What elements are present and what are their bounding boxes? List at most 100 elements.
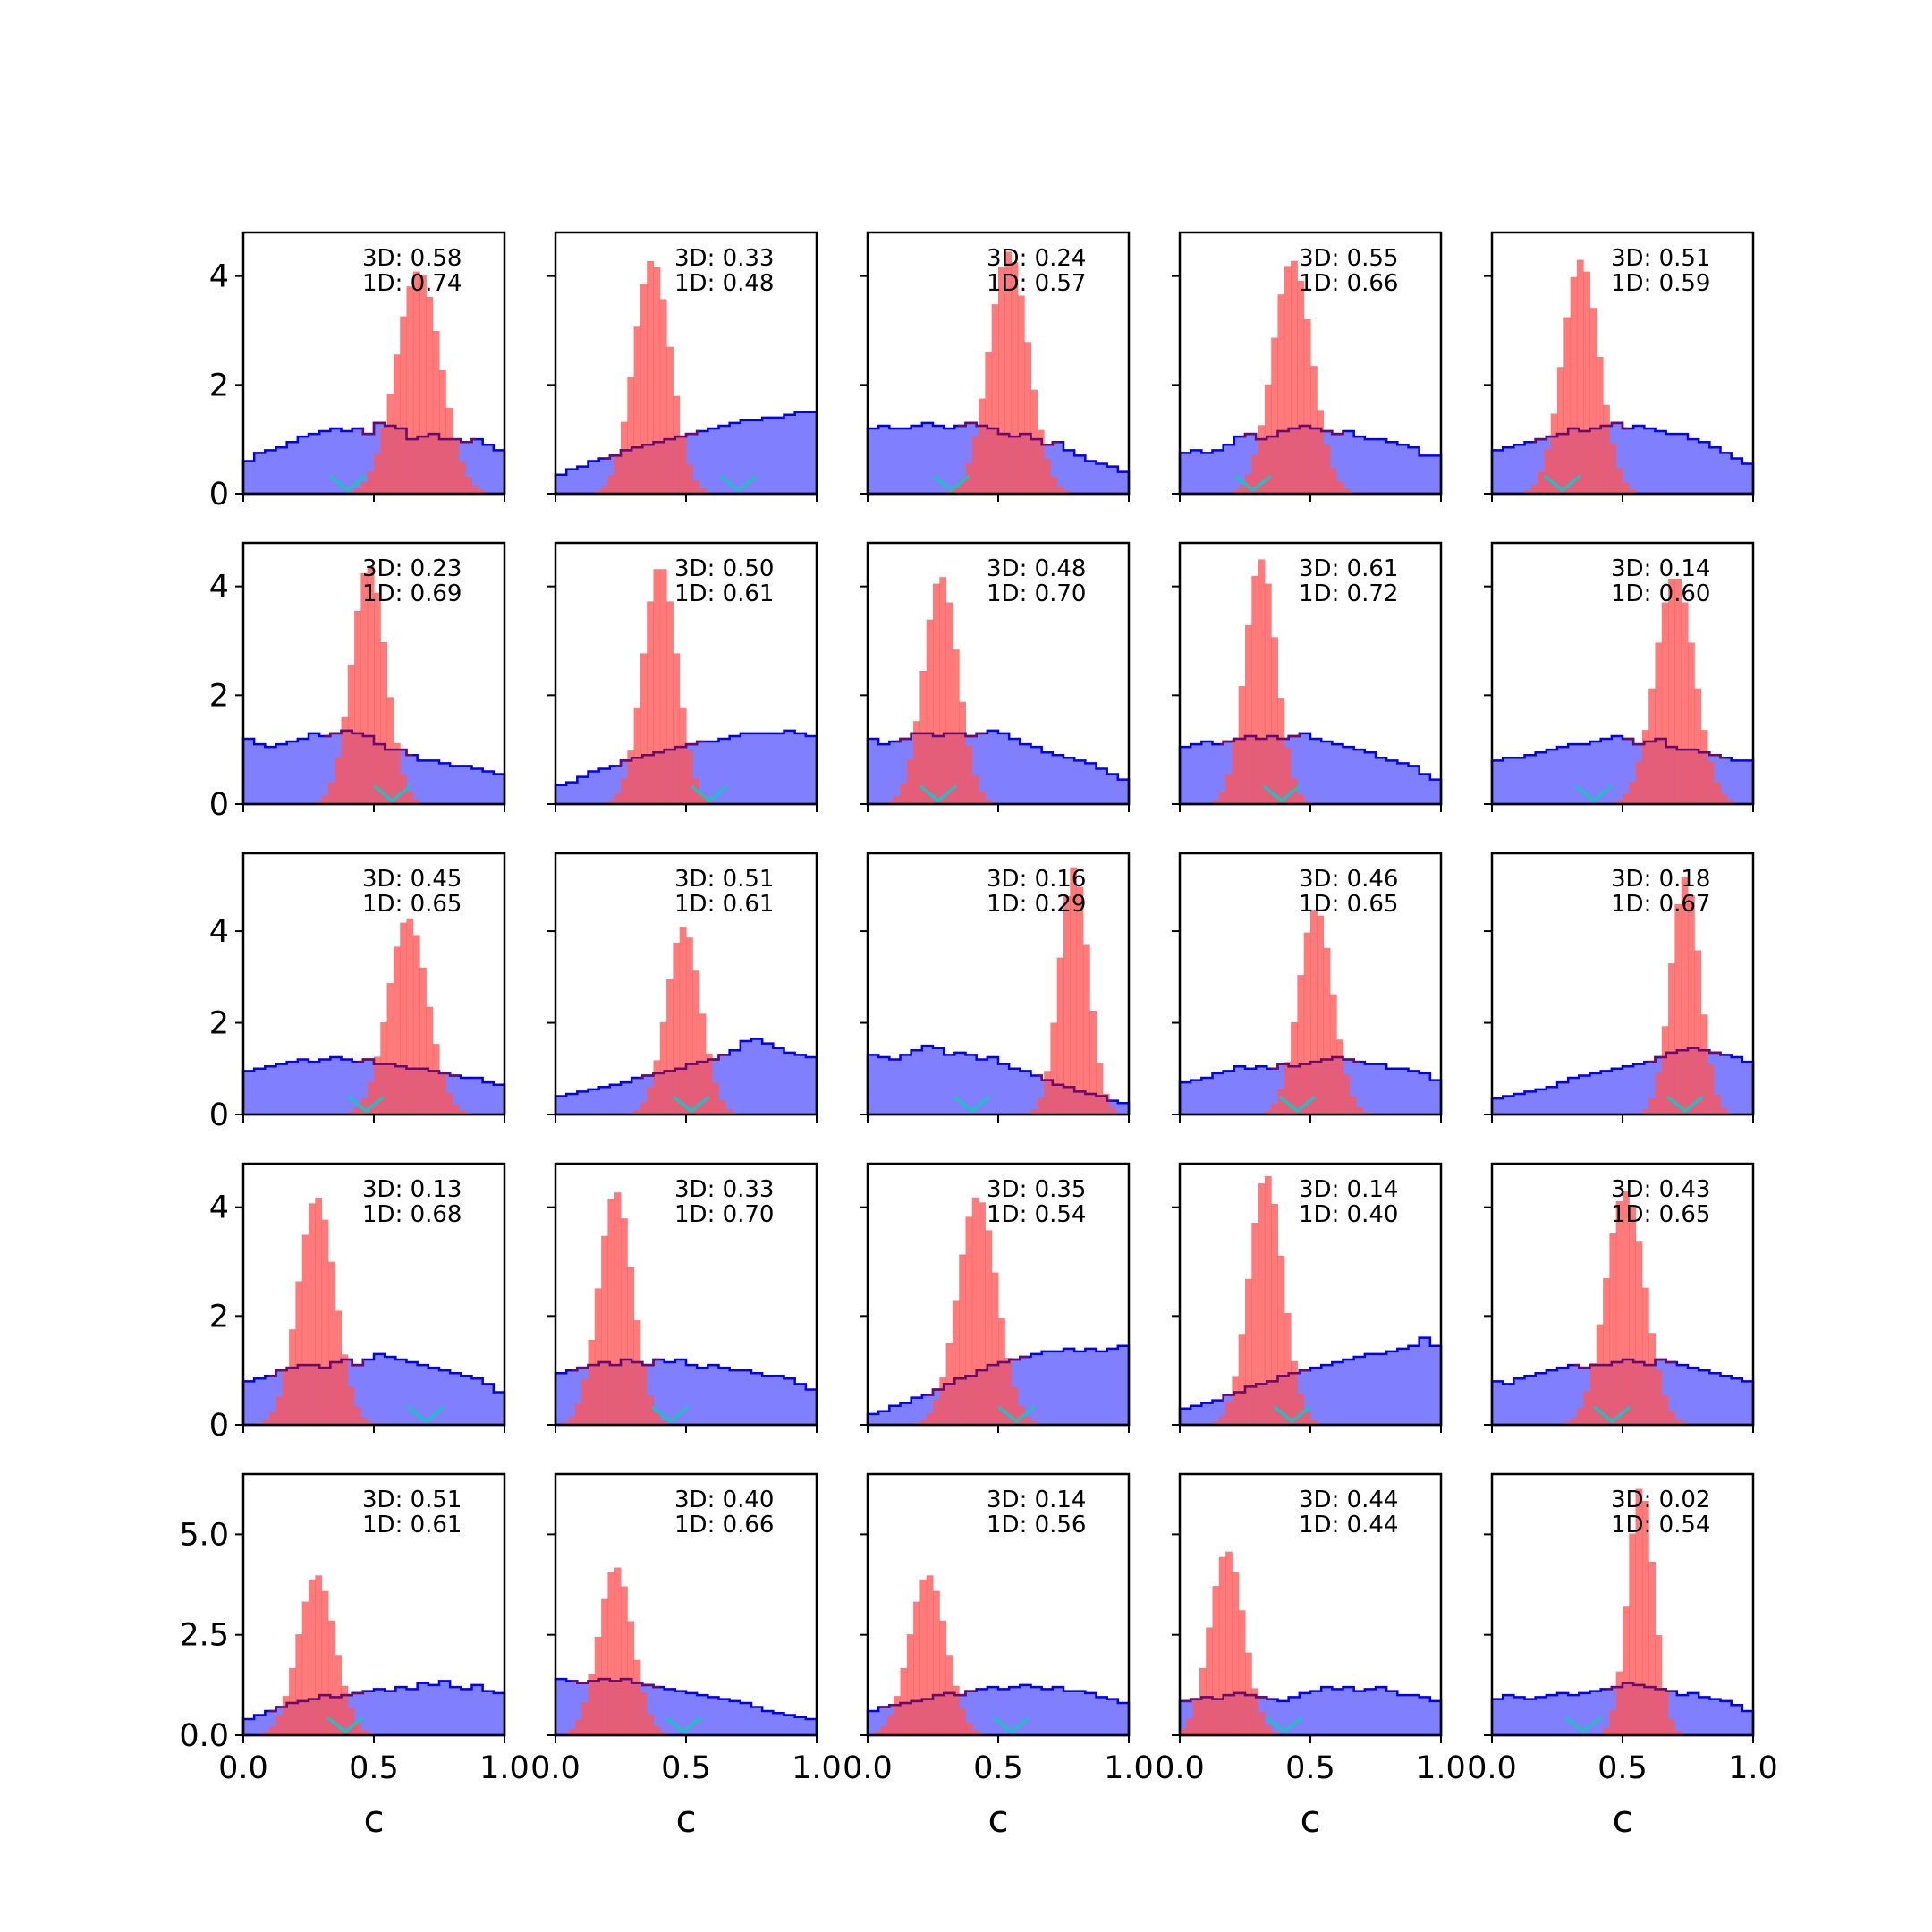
check-marker (1665, 1095, 1705, 1114)
overlap-outline (268, 1358, 365, 1377)
red-bar (347, 491, 355, 494)
red-bar (1583, 271, 1590, 494)
red-bar (354, 1406, 361, 1425)
red-bar (588, 1674, 596, 1735)
label-3d: 3D: 0.24 (987, 245, 1086, 272)
red-bar (1323, 947, 1331, 1114)
red-bar (1030, 389, 1038, 494)
red-bar (906, 759, 914, 804)
red-bar (282, 1368, 290, 1425)
check-marker (919, 784, 957, 803)
red-bar (919, 1579, 928, 1735)
red-bar (574, 1719, 582, 1735)
red-bar (1050, 1022, 1058, 1114)
red-bar (1641, 730, 1649, 804)
label-1d: 1D: 0.67 (1611, 891, 1710, 918)
label-3d: 3D: 0.13 (362, 1176, 462, 1203)
label-3d: 3D: 0.02 (1611, 1487, 1710, 1513)
red-bar (601, 1235, 608, 1425)
overlap-outline (1036, 1074, 1112, 1102)
red-bar (1291, 1360, 1298, 1425)
red-histogram (594, 260, 713, 494)
red-bar (581, 1702, 589, 1735)
red-bar (1694, 950, 1702, 1114)
red-bar (1258, 559, 1266, 804)
red-bar (965, 462, 973, 494)
red-bar (985, 1230, 993, 1425)
red-bar (1609, 1710, 1617, 1735)
red-bar (426, 1006, 434, 1114)
check-marker (1262, 784, 1301, 803)
red-histogram (1615, 579, 1734, 804)
red-bar (1648, 688, 1656, 804)
red-bar (295, 1281, 303, 1425)
red-bar (998, 267, 1005, 494)
red-bar (1583, 1391, 1590, 1425)
red-bar (614, 793, 622, 804)
red-bar (933, 583, 940, 804)
red-bar (985, 800, 993, 804)
red-bar (374, 592, 381, 804)
red-bar (1264, 583, 1272, 804)
red-bar (1310, 910, 1318, 1114)
red-bar (1251, 1223, 1259, 1425)
red-bar (309, 1203, 316, 1425)
red-bar (926, 619, 934, 804)
red-bar (400, 922, 407, 1114)
label-1d: 1D: 0.54 (987, 1201, 1086, 1228)
red-bar (647, 1395, 654, 1425)
red-bar (406, 286, 414, 494)
red-bar (965, 1722, 973, 1735)
red-bar (1343, 488, 1351, 494)
red-bar (1557, 367, 1564, 494)
label-3d: 3D: 0.44 (1299, 1487, 1398, 1513)
red-bar (1655, 642, 1663, 804)
red-bar (1688, 642, 1695, 804)
overlap-outline (1648, 1046, 1723, 1063)
red-bar (581, 1378, 589, 1425)
red-bar (341, 1354, 349, 1425)
red-bar (1563, 1421, 1572, 1425)
red-bar (393, 742, 401, 804)
red-bar (1714, 1094, 1721, 1114)
red-bar (1264, 384, 1272, 494)
red-bar (1238, 485, 1246, 494)
red-bar (952, 487, 960, 494)
red-bar (621, 421, 628, 494)
red-bar (282, 1696, 290, 1735)
red-bar (301, 1601, 309, 1735)
y-tick-label: 0 (209, 787, 229, 823)
red-bar (439, 370, 446, 494)
y-tick-label: 2.5 (179, 1618, 229, 1654)
label-3d: 3D: 0.18 (1611, 866, 1710, 893)
red-bar (327, 1620, 335, 1735)
red-bar (991, 1272, 999, 1425)
red-bar (432, 331, 440, 494)
check-marker (691, 784, 729, 803)
red-bar (380, 427, 388, 494)
overlap-outline (1573, 1358, 1676, 1369)
x-axis-label: c (1612, 1797, 1632, 1841)
red-bar (1661, 1690, 1669, 1735)
red-bar (347, 1708, 355, 1735)
red-bar (886, 1715, 894, 1735)
red-bar (640, 1691, 648, 1735)
red-bar (412, 935, 420, 1114)
red-bar (393, 946, 401, 1114)
red-bar (979, 398, 986, 494)
red-bar (633, 326, 641, 494)
red-bar (1291, 260, 1298, 494)
red-bar (295, 1634, 303, 1735)
y-tick-label: 2 (209, 1006, 229, 1042)
red-histogram (627, 927, 739, 1114)
label-3d: 3D: 0.14 (987, 1487, 1086, 1513)
red-bar (647, 1087, 654, 1114)
label-1d: 1D: 0.70 (987, 580, 1086, 607)
overlap-outline (1182, 1691, 1271, 1703)
red-bar (614, 1192, 622, 1425)
red-bar (1056, 486, 1064, 494)
red-bar (471, 485, 479, 494)
red-bar (1576, 1408, 1584, 1425)
